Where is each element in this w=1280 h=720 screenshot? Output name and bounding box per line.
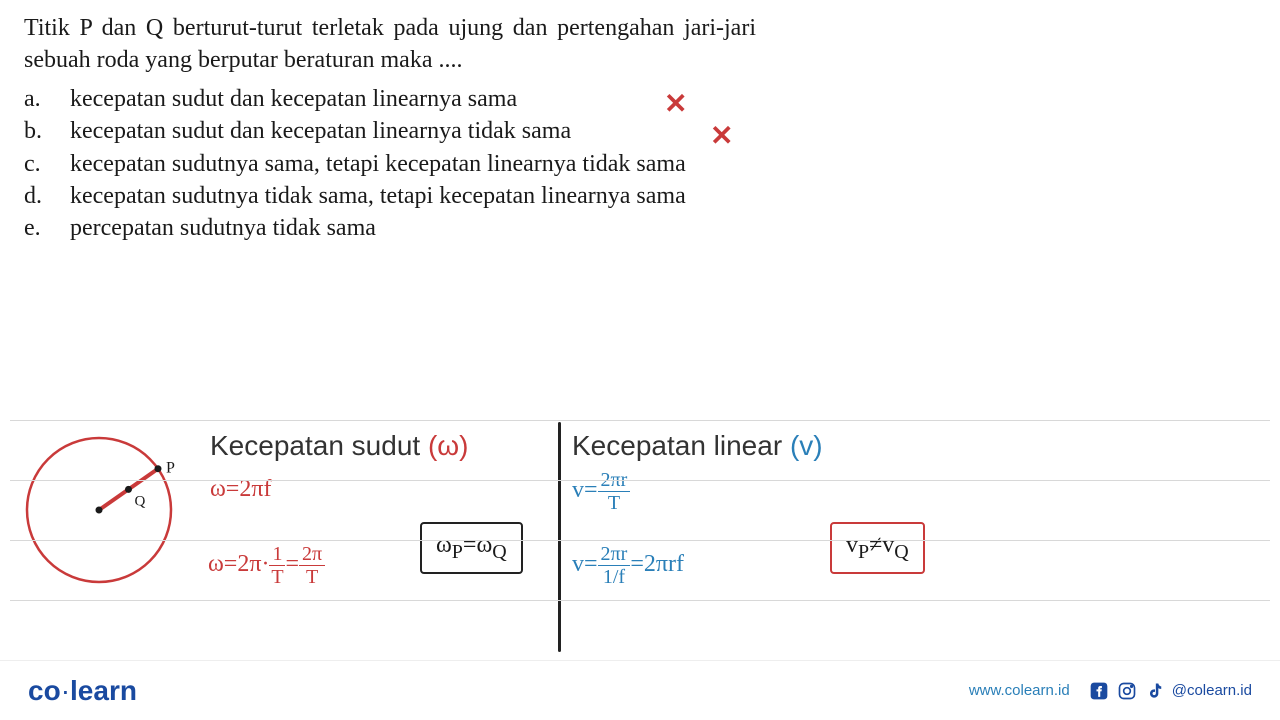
option-text: kecepatan sudut dan kecepatan linearnya … [70,115,756,147]
option-row: c.kecepatan sudutnya sama, tetapi kecepa… [24,148,756,180]
tiktok-icon [1144,680,1166,702]
rule-line [10,600,1270,601]
svg-text:P: P [166,460,175,477]
rule-line [10,420,1270,421]
options-list: a.kecepatan sudut dan kecepatan linearny… [24,83,756,245]
option-letter: c. [24,148,70,180]
option-text: kecepatan sudutnya tidak sama, tetapi ke… [70,180,756,212]
option-text: kecepatan sudut dan kecepatan linearnya … [70,83,756,115]
question-stem: Titik P dan Q berturut-turut terletak pa… [24,12,756,77]
rule-line [10,480,1270,481]
option-letter: a. [24,83,70,115]
option-letter: d. [24,180,70,212]
social-icons: @colearn.id [1088,680,1252,702]
angular-result-box: ωP=ωQ [420,522,523,574]
facebook-icon [1088,680,1110,702]
option-row: a.kecepatan sudut dan kecepatan linearny… [24,83,756,115]
footer-right: www.colearn.id @colearn.id [969,680,1252,702]
option-text: kecepatan sudutnya sama, tetapi kecepata… [70,148,756,180]
social-handle: @colearn.id [1172,682,1252,699]
wheel-diagram: PQ [14,430,184,595]
footer-bar: co·learn www.colearn.id @colearn.id [0,660,1280,720]
angular-title: Kecepatan sudut (ω) [210,430,468,462]
option-letter: b. [24,115,70,147]
option-row: b.kecepatan sudut dan kecepatan linearny… [24,115,756,147]
linear-eq1: v=2πrT [572,470,630,513]
brand-logo: co·learn [28,675,137,707]
option-letter: e. [24,212,70,244]
svg-text:Q: Q [134,493,145,509]
linear-result-box: vP≠vQ [830,522,925,574]
option-text: percepatan sudutnya tidak sama [70,212,756,244]
vertical-divider [558,422,561,652]
option-row: d.kecepatan sudutnya tidak sama, tetapi … [24,180,756,212]
instagram-icon [1116,680,1138,702]
option-row: e.percepatan sudutnya tidak sama [24,212,756,244]
rule-line [10,540,1270,541]
linear-eq2: v=2πr1/f=2πrf [572,544,684,587]
angular-eq2: ω=2π·1T=2πT [208,544,325,587]
linear-title: Kecepatan linear (v) [572,430,823,462]
work-area: PQ Kecepatan sudut (ω) ω=2πf ω=2π·1T=2πT… [0,414,1280,660]
question-block: Titik P dan Q berturut-turut terletak pa… [0,0,780,253]
site-url: www.colearn.id [969,682,1070,699]
